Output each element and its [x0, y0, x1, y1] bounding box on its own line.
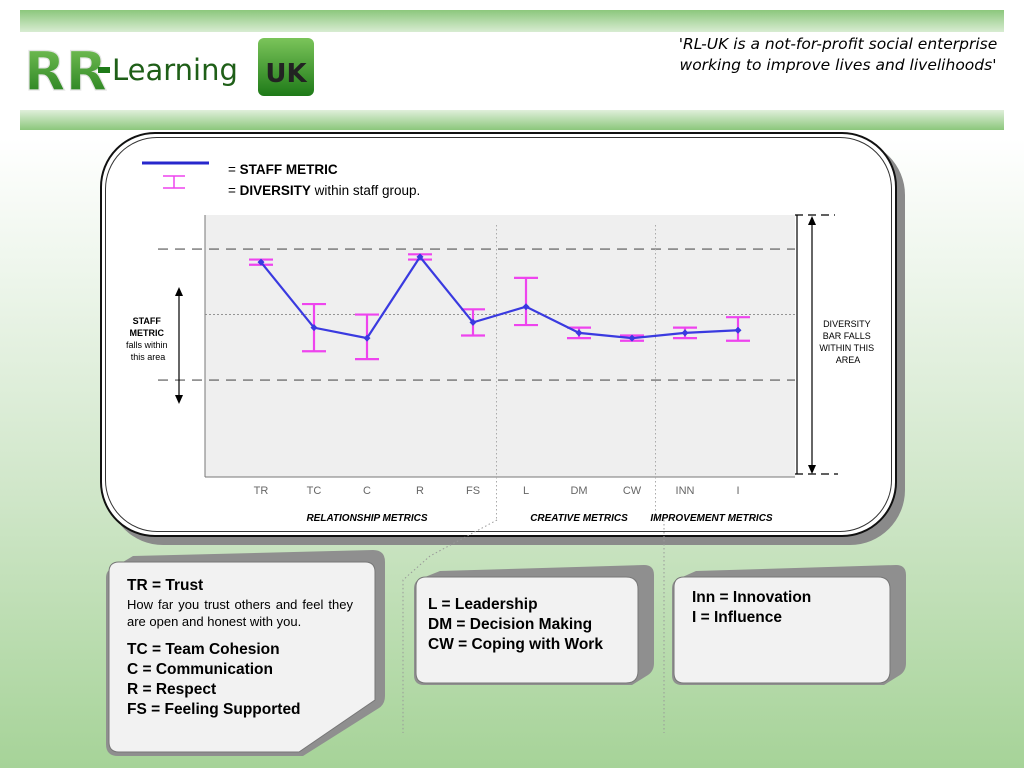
def-item: FS = Feeling Supported [127, 701, 301, 718]
data-point-r [416, 253, 424, 261]
data-point-tc [310, 324, 318, 332]
logo-badge [258, 38, 314, 96]
legend-errorbar-swatch [163, 175, 185, 189]
staff-arrow-head-top [175, 287, 183, 296]
def-trust-desc: How far you trust others and feel they a… [127, 597, 353, 629]
logo-badge-text: UK [265, 59, 307, 89]
data-point-cw [628, 334, 636, 342]
def-item: TC = Team Cohesion [127, 641, 280, 658]
staff-metric-line [260, 255, 739, 340]
x-tick-label: TC [307, 485, 322, 497]
x-tick-label: FS [466, 485, 480, 497]
def-item: DM = Decision Making [428, 616, 593, 633]
x-tick-label: CW [623, 485, 642, 497]
def-item: R = Respect [127, 681, 217, 698]
data-point-l [522, 303, 530, 311]
group-label: RELATIONSHIP METRICS [306, 513, 427, 524]
diversity-arrow-head-bottom [808, 465, 816, 474]
x-tick-label: R [416, 485, 424, 497]
x-tick-label: DM [570, 485, 587, 497]
x-tick-label: INN [676, 485, 695, 497]
plot-area [205, 215, 795, 477]
data-point-fs [469, 318, 477, 326]
tagline: 'RL-UK is a not-for-profit social enterp… [678, 35, 998, 74]
header-bottom-bar [20, 110, 1004, 130]
diversity-band-arrow [795, 214, 838, 475]
data-point-dm [575, 329, 583, 337]
x-tick-label: L [523, 485, 529, 497]
data-point-i [734, 326, 742, 334]
x-tick-label: TR [254, 485, 269, 497]
legend-staff-metric: = STAFF METRIC [228, 162, 338, 177]
group-label: IMPROVEMENT METRICS [650, 513, 773, 524]
def-item: Inn = Innovation [692, 589, 812, 606]
data-point-tr [257, 258, 265, 266]
diversity-arrow-head-top [808, 216, 816, 225]
error-bar-l [514, 276, 538, 327]
improvement-box-shape [672, 565, 906, 685]
def-item: L = Leadership [428, 596, 538, 613]
x-tick-label: I [736, 485, 739, 497]
staff-arrow-head-bottom [175, 395, 183, 404]
x-tick-label: C [363, 485, 371, 497]
rl-uk-logo: RR Learning UK [23, 38, 314, 104]
def-item: C = Communication [127, 661, 273, 678]
creative-box-shape [414, 565, 654, 685]
staff-band-note: STAFF METRIC falls within this area [126, 316, 170, 362]
def-trust-term: TR = Trust [127, 577, 204, 594]
data-point-c [363, 334, 371, 342]
legend-diversity: = DIVERSITY within staff group. [228, 183, 420, 198]
connector-lines [402, 519, 665, 733]
def-item: I = Influence [692, 609, 783, 626]
group-label: CREATIVE METRICS [530, 513, 628, 524]
header-top-bar [20, 10, 1004, 32]
logo-text: Learning [112, 53, 238, 87]
logo-mark: RR [24, 40, 107, 103]
def-item: CW = Coping with Work [428, 636, 603, 653]
data-point-inn [681, 329, 689, 337]
relationship-box-shape [106, 550, 385, 756]
diversity-band-note: DIVERSITY BAR FALLS WITHIN THIS AREA [819, 319, 876, 365]
